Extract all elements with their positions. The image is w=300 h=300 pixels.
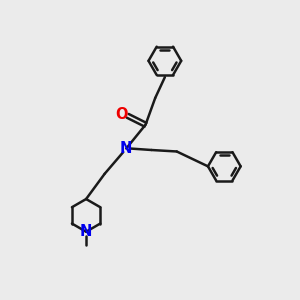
Text: N: N (80, 224, 92, 239)
Text: N: N (120, 141, 132, 156)
Text: O: O (115, 107, 128, 122)
